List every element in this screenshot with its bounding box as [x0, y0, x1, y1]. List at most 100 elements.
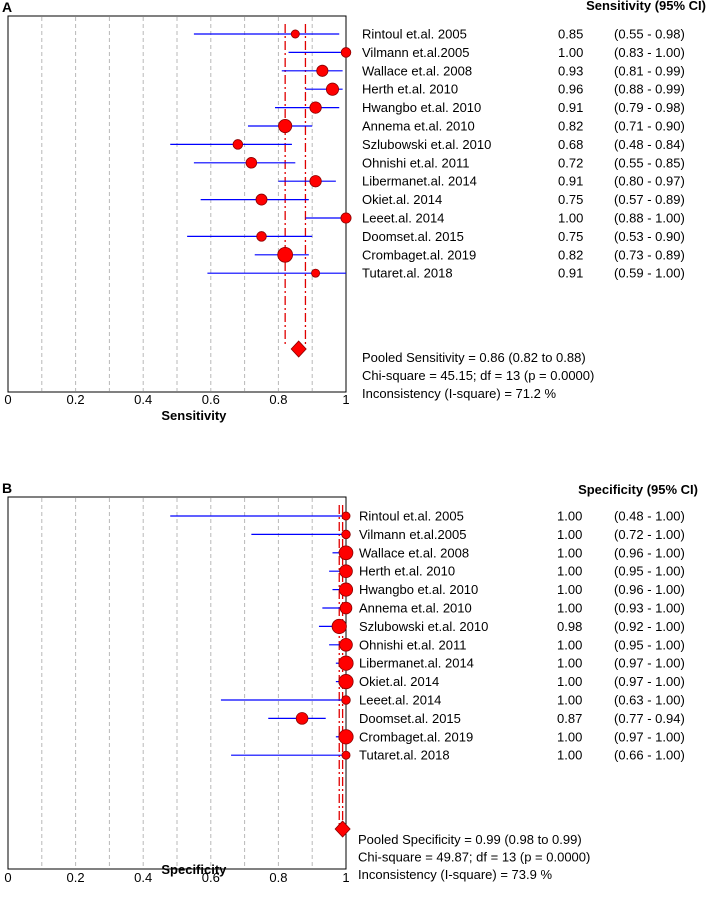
study-point: [309, 101, 322, 114]
summary-line: Inconsistency (I-square) = 71.2 %: [362, 386, 556, 401]
study-name: Libermanet.al. 2014: [362, 174, 477, 189]
study-point: [316, 64, 329, 77]
panel-label: B: [2, 480, 12, 496]
study-value: 0.91: [558, 100, 583, 115]
x-tick-label: 0.2: [67, 392, 85, 407]
pooled-diamond: [334, 820, 351, 838]
study-point: [338, 582, 354, 597]
study-value: 0.72: [558, 155, 583, 170]
study-name: Leeet.al. 2014: [362, 211, 444, 226]
study-point: [295, 712, 309, 725]
summary-line: Pooled Specificity = 0.99 (0.98 to 0.99): [358, 832, 582, 847]
study-ci-text: (0.80 - 0.97): [614, 174, 685, 189]
study-point: [309, 175, 322, 188]
x-tick-label: 0.2: [67, 870, 85, 885]
study-name: Szlubowski et.al. 2010: [359, 619, 488, 634]
x-tick-label: 0.4: [134, 392, 152, 407]
summary-line: Chi-square = 45.15; df = 13 (p = 0.0000): [362, 368, 594, 383]
study-value: 0.75: [558, 192, 583, 207]
x-tick-label: 1: [342, 392, 349, 407]
pooled-diamond: [290, 340, 307, 358]
study-value: 1.00: [557, 693, 582, 708]
study-ci-text: (0.48 - 1.00): [614, 509, 685, 524]
study-value: 0.82: [558, 119, 583, 134]
study-name: Tutaret.al. 2018: [359, 748, 450, 763]
study-name: Vilmann et.al.2005: [362, 45, 469, 60]
study-value: 1.00: [557, 729, 582, 744]
study-ci-text: (0.79 - 0.98): [614, 100, 685, 115]
study-point: [339, 564, 353, 578]
study-point: [340, 212, 352, 224]
study-name: Szlubowski et.al. 2010: [362, 137, 491, 152]
x-tick-label: 0.4: [134, 870, 152, 885]
study-name: Okiet.al. 2014: [359, 674, 439, 689]
study-ci-text: (0.96 - 1.00): [614, 582, 685, 597]
study-ci-text: (0.55 - 0.85): [614, 155, 685, 170]
study-ci-text: (0.95 - 1.00): [614, 564, 685, 579]
study-name: Annema et.al. 2010: [359, 601, 472, 616]
study-point: [256, 231, 267, 242]
study-ci-text: (0.92 - 1.00): [614, 619, 685, 634]
x-tick-label: 0: [4, 392, 11, 407]
study-value: 1.00: [557, 564, 582, 579]
column-header: Sensitivity (95% CI): [586, 0, 706, 13]
study-name: Crombaget.al. 2019: [359, 729, 473, 744]
study-value: 0.98: [557, 619, 582, 634]
study-point: [255, 193, 268, 206]
study-ci-text: (0.88 - 1.00): [614, 211, 685, 226]
study-point: [278, 118, 293, 134]
study-name: Wallace et.al. 2008: [362, 63, 472, 78]
study-ci-text: (0.73 - 0.89): [614, 247, 685, 262]
summary-line: Inconsistency (I-square) = 73.9 %: [358, 867, 552, 882]
study-ci-text: (0.63 - 1.00): [614, 693, 685, 708]
study-ci-text: (0.72 - 1.00): [614, 527, 685, 542]
study-point: [325, 82, 340, 96]
study-point: [339, 637, 353, 652]
panel-a-sensitivity: A Sensitivity (95% CI) Rintoul et.al. 2005…: [2, 0, 706, 423]
study-value: 0.75: [558, 229, 583, 244]
study-ci-text: (0.77 - 0.94): [614, 711, 685, 726]
study-ci-text: (0.55 - 0.98): [614, 27, 685, 42]
study-name: Tutaret.al. 2018: [362, 266, 453, 281]
study-point: [338, 674, 354, 690]
study-name: Doomset.al. 2015: [362, 229, 464, 244]
study-ci-text: (0.83 - 1.00): [614, 45, 685, 60]
study-point: [232, 139, 244, 150]
x-axis-label: Sensitivity: [161, 408, 227, 423]
study-name: Libermanet.al. 2014: [359, 656, 474, 671]
study-value: 1.00: [557, 582, 582, 597]
study-point: [338, 729, 354, 745]
study-name: Ohnishi et.al. 2011: [359, 637, 466, 652]
study-name: Herth et.al. 2010: [362, 82, 458, 97]
study-ci-text: (0.97 - 1.00): [614, 729, 685, 744]
x-tick-label: 0.6: [202, 392, 220, 407]
study-name: Leeet.al. 2014: [359, 693, 441, 708]
study-value: 0.93: [558, 63, 583, 78]
study-value: 1.00: [557, 674, 582, 689]
study-point: [338, 545, 354, 561]
study-ci-text: (0.95 - 1.00): [614, 637, 685, 652]
x-axis-label: Specificity: [161, 862, 227, 877]
column-header: Specificity (95% CI): [578, 482, 698, 497]
plot-frame: [7, 15, 347, 393]
study-value: 0.91: [558, 174, 583, 189]
study-ci-text: (0.71 - 0.90): [614, 119, 685, 134]
summary-line: Pooled Sensitivity = 0.86 (0.82 to 0.88): [362, 350, 586, 365]
study-point: [341, 511, 351, 521]
study-point: [341, 529, 351, 540]
study-ci-text: (0.93 - 1.00): [614, 601, 685, 616]
study-point: [245, 157, 258, 169]
study-point: [290, 29, 300, 39]
x-tick-label: 0.8: [269, 870, 287, 885]
study-name: Rintoul et.al. 2005: [359, 509, 464, 524]
study-value: 0.82: [558, 247, 583, 262]
study-value: 0.87: [557, 711, 582, 726]
study-ci-text: (0.48 - 0.84): [614, 137, 685, 152]
study-ci-text: (0.97 - 1.00): [614, 656, 685, 671]
study-value: 1.00: [557, 748, 582, 763]
study-name: Hwangbo et.al. 2010: [362, 100, 481, 115]
study-name: Vilmann et.al.2005: [359, 527, 466, 542]
study-value: 1.00: [557, 601, 582, 616]
study-point: [341, 695, 351, 705]
